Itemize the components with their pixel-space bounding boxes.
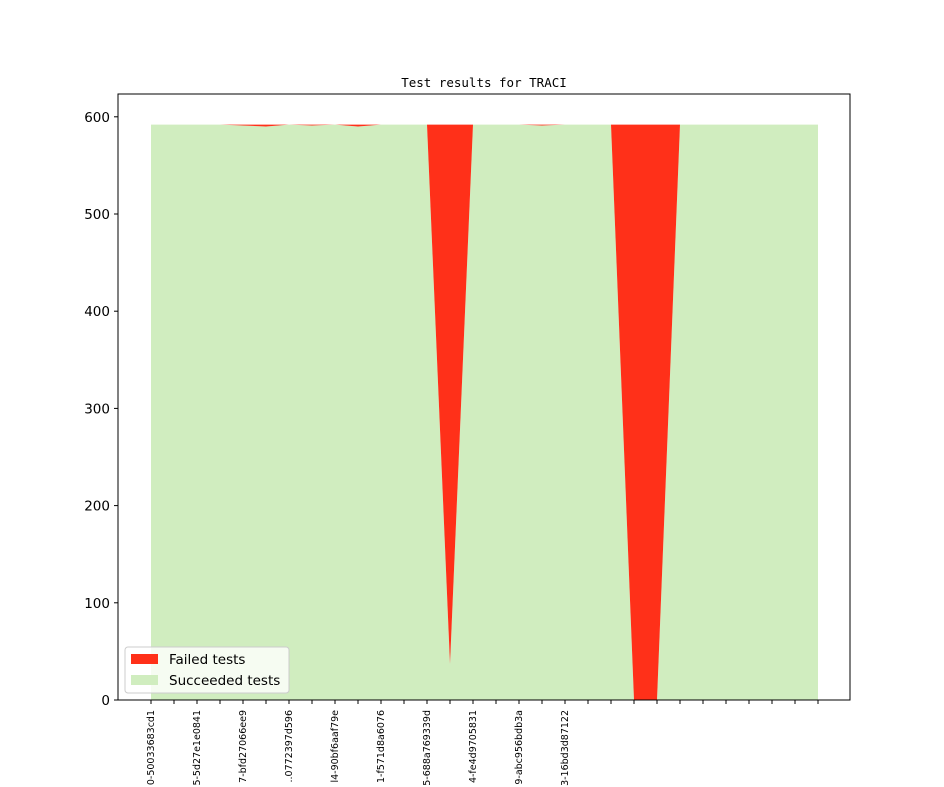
legend: Failed tests Succeeded tests	[124, 646, 290, 694]
legend-box	[124, 646, 290, 694]
xtick-label: 5-688a769339d	[422, 710, 433, 786]
xtick-label: 9-abc956bdb3a	[514, 710, 525, 785]
legend-swatch-succeeded	[131, 675, 158, 685]
legend-label-failed: Failed tests	[169, 652, 245, 668]
ytick-label: 500	[84, 207, 110, 223]
plot-area	[151, 124, 818, 701]
legend-swatch-failed	[131, 654, 158, 664]
ytick-label: 400	[84, 304, 110, 320]
ytick-label: 600	[84, 110, 110, 126]
xtick-label: 3-16bd3d87122	[560, 710, 571, 786]
plot-frame	[117, 93, 851, 701]
xtick-label: ..0772397d596	[284, 710, 295, 783]
chart-title: Test results for TRACI	[401, 75, 567, 90]
ytick-label: 200	[84, 499, 110, 515]
xtick-label: l4-90bf6aaf79e	[330, 710, 341, 783]
ytick-label: 300	[84, 401, 110, 417]
y-axis: 0 100 200 300 400 500 600	[84, 110, 118, 709]
xtick-label: 5-5d27e1e0841	[192, 710, 203, 786]
xtick-label: 7-bfd27066ee9	[238, 710, 249, 783]
xtick-label: 1-f571d8a6076	[376, 710, 387, 783]
series-area-failed	[151, 124, 818, 701]
series-area-succeeded	[151, 124, 818, 700]
x-axis: 0-50033683cd1 5-5d27e1e0841 7-bfd27066ee9.…	[146, 700, 819, 786]
xtick-label: 4-fe4d9705831	[468, 710, 479, 783]
ytick-label: 100	[84, 596, 110, 612]
ytick-label: 0	[101, 693, 110, 709]
xtick-label: 0-50033683cd1	[146, 710, 157, 785]
legend-label-succeeded: Succeeded tests	[169, 673, 280, 689]
